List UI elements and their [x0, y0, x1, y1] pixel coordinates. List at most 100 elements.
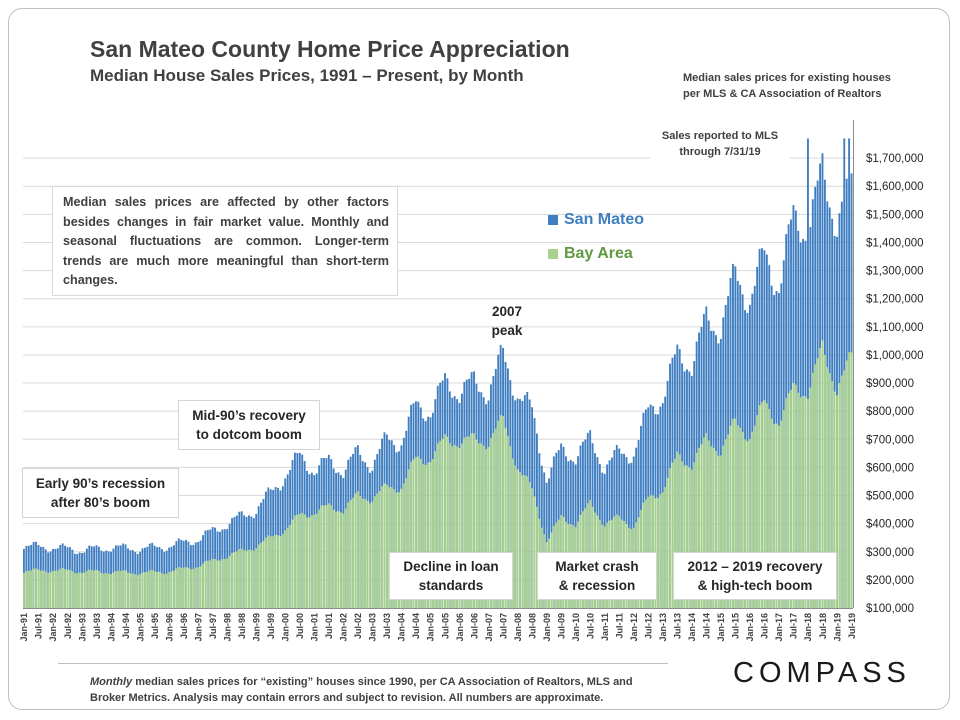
bar-bay-area [763, 400, 766, 608]
bar-bay-area [127, 572, 129, 608]
bar-bay-area [25, 571, 28, 608]
y-tick-label: $400,000 [866, 519, 914, 531]
x-tick-label: Jul-19 [847, 613, 857, 639]
bar-bay-area [734, 418, 737, 608]
bar-bay-area [59, 568, 62, 608]
bar-bay-area [371, 501, 374, 608]
x-tick-label: Jul-02 [353, 613, 363, 639]
source-note-line-2: per MLS & CA Association of Realtors [683, 88, 882, 100]
bar-bay-area [352, 497, 354, 608]
bar-bay-area [66, 569, 69, 608]
x-tick-label: Jan-02 [339, 613, 349, 642]
callout-crash: Market crash & recession [537, 552, 657, 600]
bar-bay-area [673, 458, 676, 608]
x-tick-label: Jul-09 [556, 613, 566, 639]
bar-bay-area [64, 569, 67, 608]
bar-bay-area [332, 509, 335, 608]
bar-bay-area [349, 499, 352, 608]
bar-bay-area [710, 446, 713, 608]
bar-bay-area [676, 451, 679, 608]
x-tick-label: Jul-06 [469, 613, 479, 639]
callout-decline-line-2: standards [418, 578, 484, 593]
x-tick-label: Jul-18 [818, 613, 828, 639]
bar-bay-area [114, 570, 117, 608]
bar-bay-area [68, 569, 71, 608]
y-tick-label: $1,600,000 [866, 181, 924, 193]
callout-recovery-line-2: & high-tech boom [697, 578, 813, 593]
bar-bay-area [451, 446, 454, 608]
bar-bay-area [661, 492, 664, 608]
bar-bay-area [219, 560, 221, 608]
bar-bay-area [768, 409, 771, 608]
bar-bay-area [243, 550, 246, 608]
bar-bay-area [286, 527, 289, 608]
bar-bay-area [160, 572, 163, 608]
bar-bay-area [848, 352, 851, 608]
bar-bay-area [301, 512, 304, 608]
slide-frame [8, 8, 950, 710]
x-tick-label: Jul-11 [615, 613, 625, 639]
bar-bay-area [257, 544, 260, 608]
x-tick-label: Jan-98 [223, 613, 233, 642]
callout-decline-line-1: Decline in loan [403, 559, 499, 574]
bar-bay-area [376, 493, 379, 608]
bar-bay-area [189, 569, 192, 608]
x-tick-label: Jan-93 [77, 613, 87, 642]
x-tick-label: Jul-08 [527, 613, 537, 639]
bar-bay-area [27, 570, 30, 608]
bar-bay-area [456, 446, 459, 608]
bar-bay-area [666, 477, 669, 608]
bar-bay-area [799, 397, 802, 608]
bar-bay-area [400, 488, 403, 608]
bar-bay-area [158, 571, 161, 608]
bar-bay-area [250, 549, 253, 608]
callout-early-90s-line-1: Early 90’s recession [35, 476, 166, 491]
x-tick-label: Jul-96 [179, 613, 189, 639]
bar-bay-area [269, 536, 272, 608]
bar-bay-area [383, 483, 386, 608]
bar-bay-area [78, 572, 81, 608]
x-tick-label: Jan-04 [397, 613, 407, 642]
y-tick-label: $900,000 [866, 378, 914, 390]
bar-bay-area [460, 443, 463, 608]
bar-bay-area [828, 373, 831, 608]
bar-bay-area [811, 372, 814, 608]
bar-san-mateo [807, 138, 809, 608]
bar-bay-area [146, 571, 149, 608]
bar-bay-area [441, 438, 444, 608]
bar-bay-area [252, 550, 255, 608]
bar-bay-area [32, 568, 35, 608]
bar-bay-area [105, 573, 108, 608]
x-tick-label: Jul-17 [789, 613, 799, 639]
x-tick-label: Jul-10 [585, 613, 595, 639]
bar-bay-area [431, 458, 434, 608]
bar-bay-area [504, 427, 507, 608]
bar-bay-area [417, 456, 420, 608]
bar-bay-area [502, 416, 504, 608]
bar-bay-area [88, 569, 91, 608]
bar-bay-area [787, 393, 790, 608]
x-tick-label: Jan-01 [310, 613, 320, 642]
bar-bay-area [765, 403, 768, 608]
bar-bay-area [102, 573, 105, 608]
bar-bay-area [214, 558, 217, 608]
bar-bay-area [802, 395, 805, 608]
bar-bay-area [770, 418, 773, 608]
x-tick-label: Jan-16 [745, 613, 755, 642]
bar-bay-area [122, 570, 125, 608]
callout-early-90s-line-2: after 80’s boom [50, 495, 151, 510]
bar-bay-area [262, 540, 265, 608]
x-tick-label: Jan-99 [252, 613, 262, 642]
bar-bay-area [717, 455, 720, 608]
bar-bay-area [320, 505, 323, 608]
mls-note-line-1: Sales reported to MLS [661, 130, 779, 142]
bar-bay-area [35, 568, 37, 608]
bar-bay-area [531, 488, 534, 608]
callout-recovery: 2012 – 2019 recovery & high-tech boom [673, 552, 837, 600]
bar-bay-area [52, 570, 54, 608]
bar-bay-area [49, 572, 52, 608]
bar-bay-area [405, 478, 408, 608]
bar-bay-area [47, 572, 50, 608]
x-tick-label: Jan-05 [426, 613, 436, 642]
y-tick-label: $800,000 [866, 406, 914, 418]
